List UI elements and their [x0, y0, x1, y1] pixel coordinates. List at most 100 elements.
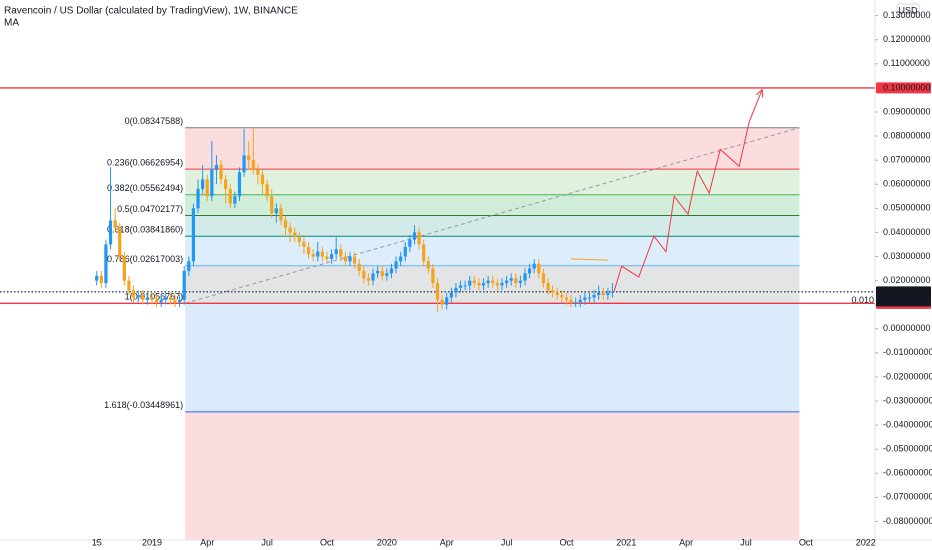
- candle-body: [270, 196, 274, 214]
- fib-band: [185, 411, 800, 540]
- y-tick-label: 0.00000000: [883, 323, 931, 333]
- candle-body: [371, 273, 375, 281]
- candle-body: [348, 256, 352, 262]
- candle-body: [118, 227, 122, 257]
- x-tick-label: Jul: [740, 537, 752, 547]
- candle-body: [403, 246, 407, 257]
- fib-label: 1.618(-0.03448961): [104, 400, 183, 410]
- candle-body: [95, 275, 99, 281]
- candle-body: [191, 208, 196, 262]
- candle-body: [113, 220, 117, 228]
- plot-area: 0(0.08347588) 0.236(0.06626954) 0.382(0.05…: [0, 87, 875, 540]
- candle-body: [214, 164, 219, 170]
- candle-body: [362, 270, 366, 279]
- candle-body: [325, 256, 329, 259]
- candle-body: [394, 261, 398, 269]
- fib-label: 0.5(0.04702177): [117, 204, 183, 214]
- y-tick-label: 0.07000000: [883, 155, 931, 165]
- candle-body: [472, 280, 476, 284]
- y-tick-label: 0.09000000: [883, 106, 931, 116]
- x-tick-label: Jul: [261, 537, 273, 547]
- y-tick-label: -0.01000000: [883, 347, 932, 357]
- candle-body: [136, 295, 140, 298]
- currency[interactable]: USD: [898, 5, 918, 15]
- candle-body: [274, 208, 278, 214]
- trend-line: [184, 127, 800, 304]
- candle-body: [408, 239, 412, 247]
- x-tick-label: Jul: [501, 537, 513, 547]
- candle-body: [610, 291, 615, 293]
- candle-body: [237, 172, 242, 197]
- candle-body: [389, 268, 394, 274]
- candle-body: [131, 290, 136, 298]
- candle-body: [311, 254, 315, 257]
- x-tick-label: 2021: [616, 537, 636, 547]
- candle-body: [592, 295, 596, 298]
- candle-body: [247, 155, 251, 161]
- candle-body: [468, 280, 472, 286]
- y-tick-label: 0.04000000: [883, 227, 931, 237]
- candle-body: [242, 155, 246, 173]
- candle-body: [297, 237, 301, 243]
- candle-body: [458, 285, 463, 288]
- candle-body: [251, 160, 255, 170]
- y-tick-label: -0.08000000: [883, 516, 932, 526]
- indicator-name[interactable]: MA: [4, 18, 19, 29]
- fib-label: 0.236(0.06626954): [107, 158, 183, 168]
- candle-body: [320, 251, 324, 257]
- candle-body: [463, 285, 467, 287]
- fib-label: 0.382(0.05562494): [107, 183, 183, 193]
- x-tick-label: 2022: [856, 537, 876, 547]
- candle-body: [491, 280, 495, 284]
- countdown: 1d 3h: [895, 295, 918, 305]
- x-tick-label: 15: [92, 537, 102, 547]
- candle-body: [578, 299, 582, 303]
- fib-band: [185, 127, 800, 170]
- candle-body: [164, 297, 168, 300]
- candle-body: [481, 283, 486, 286]
- y-tick-label: -0.04000000: [883, 419, 932, 429]
- fib-label: 0.618(0.03841860): [107, 225, 183, 235]
- candle-body: [555, 292, 559, 296]
- candle-body: [509, 278, 513, 281]
- candle-body: [154, 299, 159, 303]
- candle-body: [233, 196, 237, 204]
- y-tick-label: 0.02000000: [883, 275, 931, 285]
- fib-label: 0.786(0.02617003): [107, 254, 183, 264]
- y-tick-label: -0.02000000: [883, 371, 932, 381]
- candle-body: [108, 220, 113, 245]
- candle-body: [256, 169, 260, 175]
- price-label: 0.01533989: [883, 286, 931, 296]
- x-tick-label: Oct: [559, 537, 574, 547]
- candle-body: [196, 189, 200, 209]
- candle-body: [122, 256, 126, 281]
- y-tick-label: -0.07000000: [883, 492, 932, 502]
- currency-box[interactable]: [896, 3, 920, 18]
- candle-body: [343, 256, 348, 262]
- x-tick-label: Apr: [200, 537, 214, 547]
- candle-body: [587, 297, 592, 299]
- candle-body: [546, 283, 550, 291]
- candle-body: [564, 297, 569, 300]
- candle-body: [224, 179, 228, 190]
- candle-body: [435, 283, 440, 300]
- candle-body: [357, 263, 361, 271]
- candle-body: [541, 273, 546, 284]
- candle-body: [606, 292, 610, 296]
- candle-body: [560, 295, 564, 298]
- fib-band: [185, 194, 800, 216]
- y-tick-label: 0.11000000: [883, 58, 930, 68]
- candle-body: [334, 249, 338, 255]
- candle-body: [514, 278, 518, 284]
- candle-body: [569, 299, 573, 303]
- y-tick-label: 0.05000000: [883, 203, 931, 213]
- fib-label: 0(0.08347588): [125, 116, 184, 126]
- chart-title: Ravencoin / US Dollar (calculated by Tra…: [4, 6, 298, 17]
- y-tick-label: 0.03000000: [883, 251, 931, 261]
- candle-body: [431, 268, 435, 284]
- candle-body: [159, 299, 163, 303]
- y-tick-label: -0.06000000: [883, 468, 932, 478]
- fib-band: [185, 215, 800, 237]
- candle-body: [279, 208, 283, 221]
- candle-body: [182, 270, 186, 300]
